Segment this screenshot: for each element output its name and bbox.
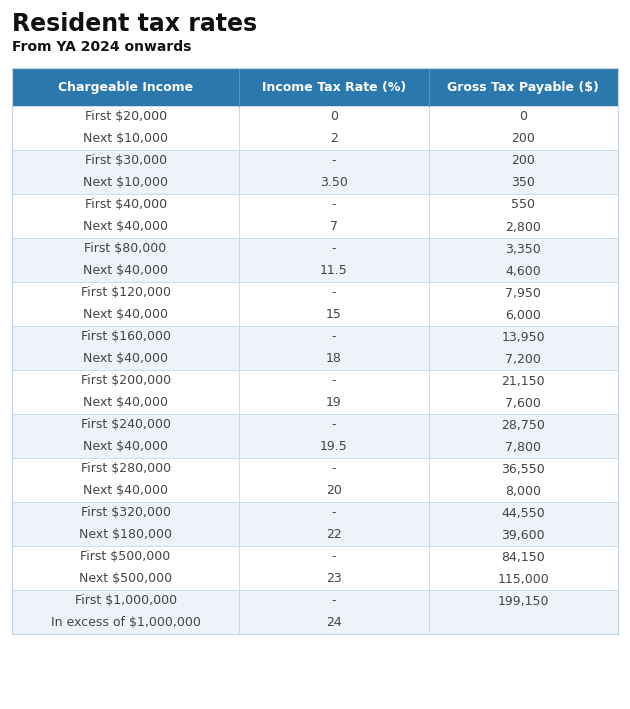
Text: 7: 7	[330, 220, 338, 233]
Text: Next $40,000: Next $40,000	[83, 484, 168, 498]
Text: Next $40,000: Next $40,000	[83, 396, 168, 410]
Text: Income Tax Rate (%): Income Tax Rate (%)	[262, 81, 406, 94]
Text: First $80,000: First $80,000	[84, 242, 167, 255]
Text: First $240,000: First $240,000	[81, 418, 171, 432]
Text: Gross Tax Payable ($): Gross Tax Payable ($)	[447, 81, 599, 94]
Text: 2,800: 2,800	[505, 220, 541, 233]
Text: -: -	[331, 242, 336, 255]
Text: 84,150: 84,150	[501, 550, 545, 564]
Text: 44,550: 44,550	[501, 506, 545, 520]
Text: First $200,000: First $200,000	[81, 374, 171, 388]
Text: First $160,000: First $160,000	[81, 330, 171, 343]
Text: 28,750: 28,750	[501, 418, 545, 432]
Text: Resident tax rates: Resident tax rates	[12, 12, 257, 36]
Text: 2: 2	[330, 133, 338, 145]
Text: First $280,000: First $280,000	[81, 462, 171, 476]
Text: 13,950: 13,950	[501, 330, 545, 343]
Text: Next $180,000: Next $180,000	[79, 528, 172, 542]
Text: 36,550: 36,550	[501, 462, 545, 476]
Text: First $1,000,000: First $1,000,000	[74, 595, 176, 608]
Text: 199,150: 199,150	[498, 595, 549, 608]
Bar	[12, 414, 618, 458]
Text: -: -	[331, 550, 336, 564]
Text: First $500,000: First $500,000	[81, 550, 171, 564]
Text: -: -	[331, 199, 336, 211]
Text: 0: 0	[519, 111, 527, 123]
Bar	[12, 326, 618, 370]
Text: 18: 18	[326, 352, 342, 366]
Text: Next $40,000: Next $40,000	[83, 352, 168, 366]
Bar	[12, 150, 618, 194]
Text: -: -	[331, 330, 336, 343]
Text: 6,000: 6,000	[505, 308, 541, 321]
Text: 115,000: 115,000	[498, 572, 549, 586]
Text: First $40,000: First $40,000	[84, 199, 167, 211]
Text: 11.5: 11.5	[320, 264, 348, 277]
Text: In excess of $1,000,000: In excess of $1,000,000	[50, 617, 200, 630]
Text: Next $40,000: Next $40,000	[83, 440, 168, 454]
Text: 4,600: 4,600	[505, 264, 541, 277]
Bar	[12, 282, 618, 326]
Bar	[12, 546, 618, 590]
Text: 24: 24	[326, 617, 342, 630]
Bar	[12, 370, 618, 414]
Text: 20: 20	[326, 484, 342, 498]
Text: Next $40,000: Next $40,000	[83, 308, 168, 321]
Text: 39,600: 39,600	[501, 528, 545, 542]
Text: 23: 23	[326, 572, 342, 586]
Bar	[12, 238, 618, 282]
Text: 550: 550	[512, 199, 536, 211]
Text: 3.50: 3.50	[320, 177, 348, 189]
Text: -: -	[331, 595, 336, 608]
Text: Next $10,000: Next $10,000	[83, 133, 168, 145]
Text: 21,150: 21,150	[501, 374, 545, 388]
Text: 200: 200	[512, 155, 536, 167]
Text: -: -	[331, 155, 336, 167]
Text: 7,600: 7,600	[505, 396, 541, 410]
Text: 7,800: 7,800	[505, 440, 541, 454]
Text: First $120,000: First $120,000	[81, 286, 171, 299]
Bar	[12, 458, 618, 502]
Text: First $30,000: First $30,000	[84, 155, 167, 167]
Text: -: -	[331, 462, 336, 476]
Text: First $320,000: First $320,000	[81, 506, 171, 520]
Bar	[12, 68, 618, 106]
Text: 7,950: 7,950	[505, 286, 541, 299]
Text: -: -	[331, 418, 336, 432]
Text: 8,000: 8,000	[505, 484, 541, 498]
Text: -: -	[331, 506, 336, 520]
Bar	[12, 502, 618, 546]
Text: 3,350: 3,350	[505, 242, 541, 255]
Text: Next $500,000: Next $500,000	[79, 572, 172, 586]
Text: Chargeable Income: Chargeable Income	[58, 81, 193, 94]
Text: 22: 22	[326, 528, 342, 542]
Text: 350: 350	[512, 177, 536, 189]
Text: 15: 15	[326, 308, 342, 321]
Text: -: -	[331, 374, 336, 388]
Text: 7,200: 7,200	[505, 352, 541, 366]
Text: Next $40,000: Next $40,000	[83, 220, 168, 233]
Bar	[12, 68, 618, 634]
Bar	[12, 106, 618, 150]
Text: Next $10,000: Next $10,000	[83, 177, 168, 189]
Text: -: -	[331, 286, 336, 299]
Text: 19.5: 19.5	[320, 440, 348, 454]
Text: 19: 19	[326, 396, 342, 410]
Bar	[12, 590, 618, 634]
Bar	[12, 194, 618, 238]
Text: 200: 200	[512, 133, 536, 145]
Text: 0: 0	[330, 111, 338, 123]
Text: First $20,000: First $20,000	[84, 111, 167, 123]
Text: Next $40,000: Next $40,000	[83, 264, 168, 277]
Text: From YA 2024 onwards: From YA 2024 onwards	[12, 40, 192, 54]
